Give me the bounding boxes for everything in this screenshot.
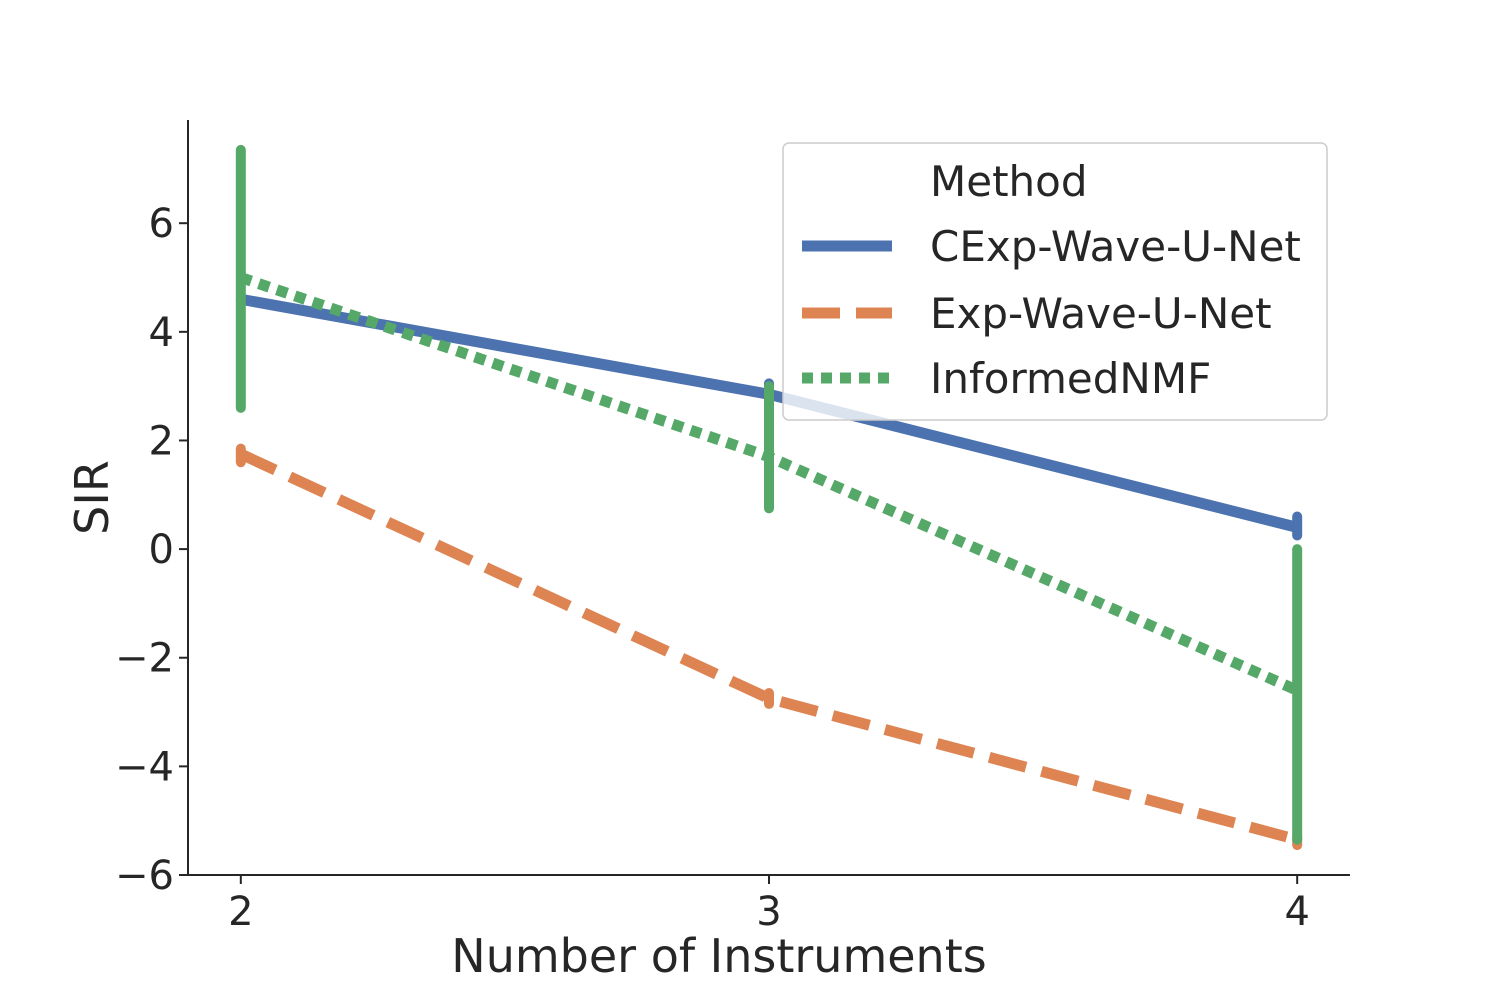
legend-label: Exp-Wave-U-Net bbox=[930, 289, 1272, 338]
legend-label: CExp-Wave-U-Net bbox=[930, 222, 1301, 271]
x-tick-label: 2 bbox=[228, 889, 253, 935]
y-tick-label: 4 bbox=[149, 310, 174, 356]
y-tick-label: 0 bbox=[149, 527, 174, 573]
legend-title: Method bbox=[930, 157, 1088, 206]
legend-label: InformedNMF bbox=[930, 354, 1211, 403]
line-chart: 6420−2−4−62 3 4 Number of Instruments SIR … bbox=[0, 0, 1500, 1000]
y-tick-label: −6 bbox=[115, 853, 174, 899]
y-tick-label: −2 bbox=[115, 636, 174, 682]
y-axis-title: SIR bbox=[65, 460, 119, 535]
x-tick-label: 4 bbox=[1284, 889, 1309, 935]
y-tick-label: 6 bbox=[149, 201, 174, 247]
x-axis-title: Number of Instruments bbox=[451, 929, 986, 983]
y-tick-label: 2 bbox=[149, 418, 174, 464]
y-tick-label: −4 bbox=[115, 744, 174, 790]
legend: Method CExp-Wave-U-Net Exp-Wave-U-Net Info… bbox=[783, 143, 1327, 420]
